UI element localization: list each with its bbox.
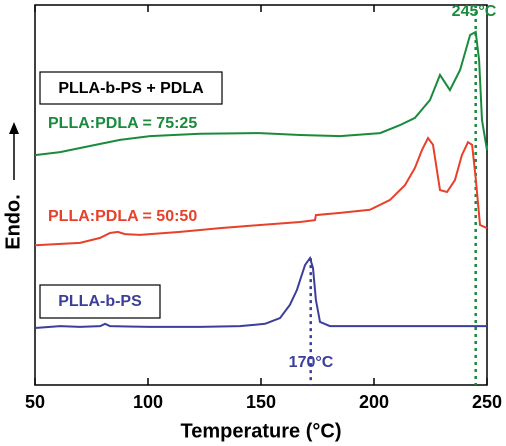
series-line — [34, 255, 487, 329]
x-tick-label: 150 — [246, 392, 276, 412]
series-label: PLLA:PDLA = 75:25 — [48, 115, 197, 132]
y-axis-label: Endo. — [2, 194, 24, 250]
x-axis-label: Temperature (°C) — [181, 420, 342, 442]
x-tick-label: 100 — [133, 392, 163, 412]
label-box — [39, 284, 161, 319]
x-tick-label: 250 — [472, 392, 502, 412]
plot-frame — [34, 4, 488, 386]
x-tick-label: 200 — [359, 392, 389, 412]
annotation: 245°C — [452, 3, 497, 20]
y-axis-arrowhead — [9, 122, 19, 134]
series-line — [34, 30, 488, 157]
series-line — [34, 136, 488, 247]
annotation: 170°C — [289, 354, 334, 371]
series-label: PLLA-b-PS — [58, 293, 142, 310]
boxed-label: PLLA-b-PS + PDLA — [58, 80, 204, 97]
x-tick-label: 50 — [25, 392, 45, 412]
series-label: PLLA:PDLA = 50:50 — [48, 208, 197, 225]
label-box — [39, 71, 223, 105]
